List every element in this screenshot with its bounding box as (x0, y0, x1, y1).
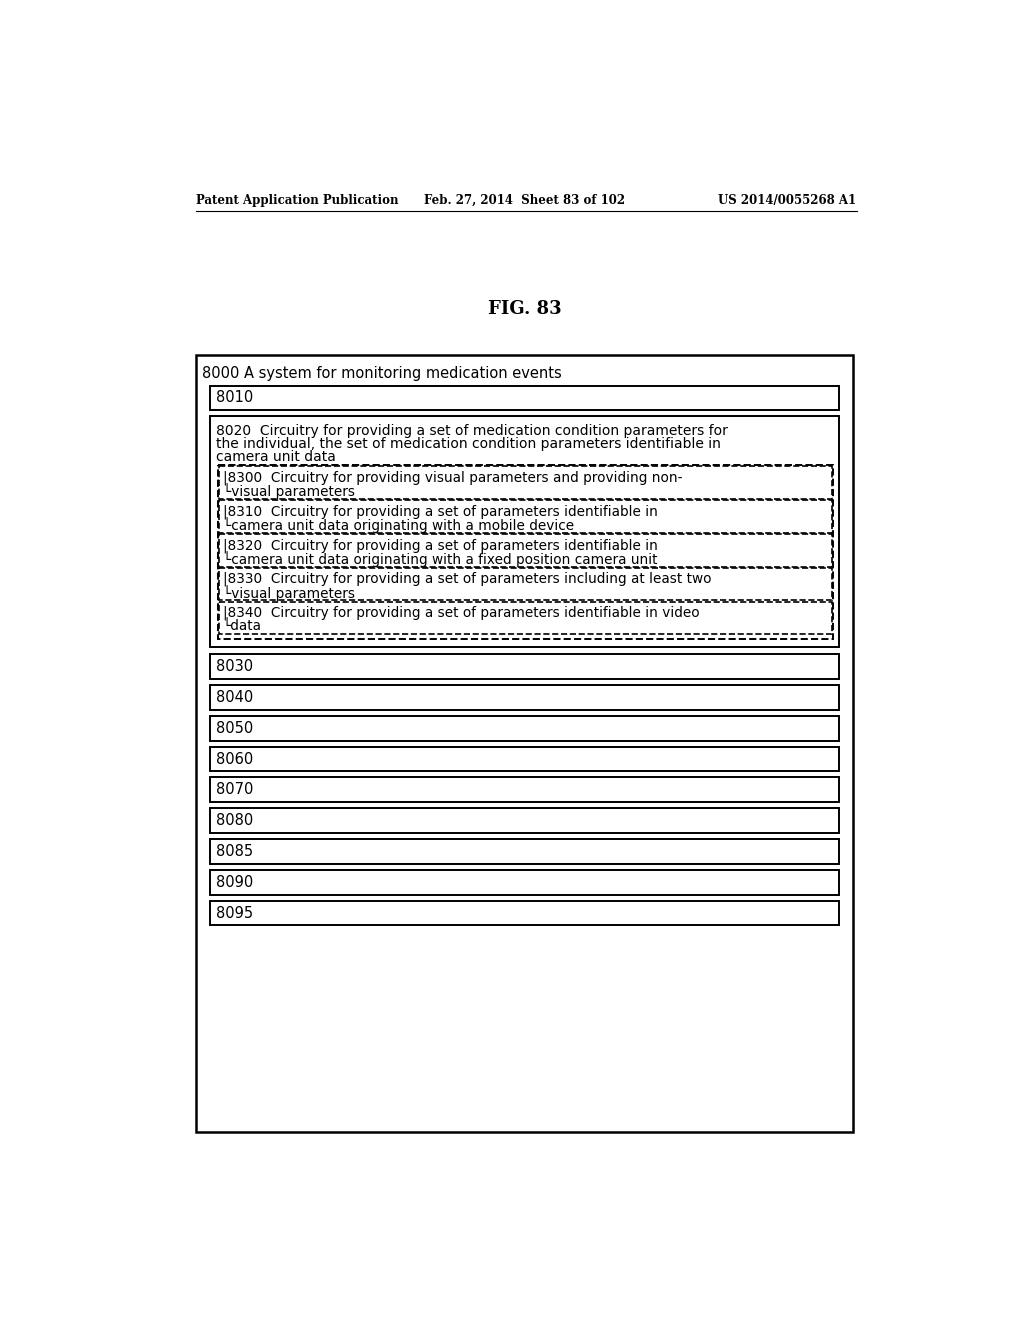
Text: the individual, the set of medication condition parameters identifiable in: the individual, the set of medication co… (216, 437, 721, 451)
Text: Patent Application Publication: Patent Application Publication (197, 194, 398, 207)
FancyBboxPatch shape (210, 655, 840, 678)
FancyBboxPatch shape (210, 840, 840, 863)
FancyBboxPatch shape (219, 602, 831, 635)
Text: 8040: 8040 (216, 690, 254, 705)
Text: 8090: 8090 (216, 875, 254, 890)
Text: |8330  Circuitry for providing a set of parameters including at least two: |8330 Circuitry for providing a set of p… (222, 572, 711, 586)
Text: └data: └data (222, 619, 261, 632)
Text: 8000 A system for monitoring medication events: 8000 A system for monitoring medication … (203, 366, 562, 380)
FancyBboxPatch shape (219, 500, 831, 533)
Text: 8085: 8085 (216, 843, 254, 859)
Text: camera unit data: camera unit data (216, 450, 336, 465)
Text: US 2014/0055268 A1: US 2014/0055268 A1 (719, 194, 856, 207)
FancyBboxPatch shape (219, 535, 831, 566)
FancyBboxPatch shape (210, 900, 840, 925)
Text: |8340  Circuitry for providing a set of parameters identifiable in video: |8340 Circuitry for providing a set of p… (222, 606, 699, 620)
FancyBboxPatch shape (210, 808, 840, 833)
Text: └visual parameters: └visual parameters (222, 585, 354, 601)
Text: 8020  Circuitry for providing a set of medication condition parameters for: 8020 Circuitry for providing a set of me… (216, 424, 728, 438)
FancyBboxPatch shape (210, 870, 840, 895)
FancyBboxPatch shape (210, 777, 840, 803)
Text: |8320  Circuitry for providing a set of parameters identifiable in: |8320 Circuitry for providing a set of p… (222, 539, 657, 553)
FancyBboxPatch shape (210, 685, 840, 710)
Text: 8050: 8050 (216, 721, 254, 735)
Text: └camera unit data originating with a fixed position camera unit: └camera unit data originating with a fix… (222, 552, 657, 568)
FancyBboxPatch shape (197, 355, 853, 1133)
Text: FIG. 83: FIG. 83 (488, 300, 561, 318)
FancyBboxPatch shape (210, 416, 840, 647)
Text: 8080: 8080 (216, 813, 254, 828)
FancyBboxPatch shape (210, 385, 840, 411)
Text: └camera unit data originating with a mobile device: └camera unit data originating with a mob… (222, 517, 573, 533)
Text: 8030: 8030 (216, 659, 254, 675)
FancyBboxPatch shape (210, 715, 840, 741)
FancyBboxPatch shape (219, 568, 831, 601)
Text: |8310  Circuitry for providing a set of parameters identifiable in: |8310 Circuitry for providing a set of p… (222, 504, 657, 519)
Text: 8070: 8070 (216, 783, 254, 797)
Text: 8095: 8095 (216, 906, 254, 920)
Text: |8300  Circuitry for providing visual parameters and providing non-: |8300 Circuitry for providing visual par… (222, 470, 682, 484)
Text: └visual parameters: └visual parameters (222, 483, 354, 499)
FancyBboxPatch shape (219, 466, 831, 499)
FancyBboxPatch shape (218, 465, 834, 639)
FancyBboxPatch shape (210, 747, 840, 771)
Text: 8060: 8060 (216, 751, 254, 767)
Text: Feb. 27, 2014  Sheet 83 of 102: Feb. 27, 2014 Sheet 83 of 102 (424, 194, 626, 207)
Text: 8010: 8010 (216, 391, 254, 405)
